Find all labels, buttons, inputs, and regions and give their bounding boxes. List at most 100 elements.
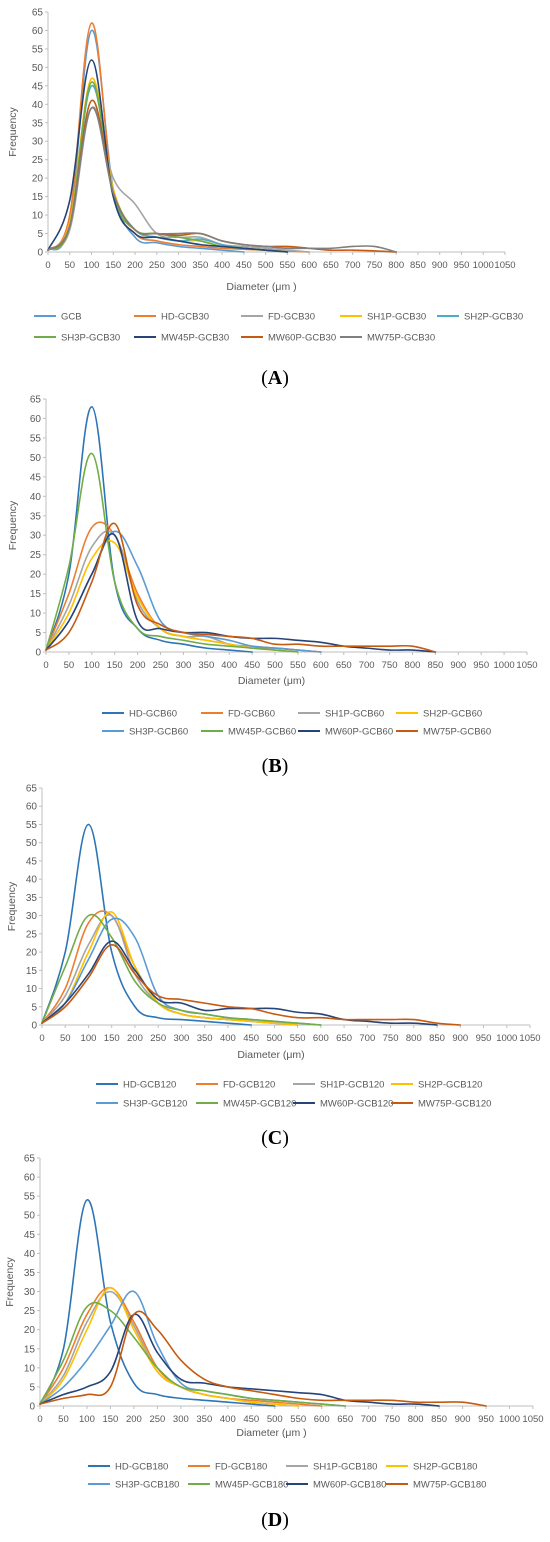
legend-entry: SH2P-GCB30: [437, 312, 523, 323]
x-tick-label: 0: [39, 1033, 44, 1044]
x-tick-label: 400: [220, 1414, 236, 1425]
y-tick-label: 60: [26, 802, 38, 813]
x-tick-label: 50: [64, 660, 75, 671]
x-tick-label: 600: [314, 1414, 330, 1425]
x-tick-label: 600: [313, 1033, 329, 1044]
legend-label: SH1P-GCB120: [320, 1080, 384, 1091]
legend-entry: MW75P-GCB180: [386, 1480, 486, 1491]
series-line: [39, 1313, 440, 1407]
x-tick-label: 900: [432, 260, 448, 271]
legend-entry: SH3P-GCB60: [102, 727, 188, 738]
x-tick-label: 300: [173, 1414, 189, 1425]
x-tick-label: 650: [337, 1414, 353, 1425]
series-line: [47, 59, 289, 253]
legend-entry: MW45P-GCB180: [188, 1480, 288, 1491]
panel-label: (B): [262, 755, 289, 777]
x-tick-label: 700: [345, 260, 361, 271]
series-line: [39, 1199, 276, 1407]
x-tick-label: 850: [427, 660, 443, 671]
legend-entry: SH1P-GCB120: [293, 1080, 384, 1091]
y-tick-label: 15: [32, 192, 44, 203]
x-tick-label: 300: [173, 1033, 189, 1044]
series-line: [45, 533, 437, 653]
legend-label: SH2P-GCB30: [464, 312, 523, 323]
legend-label: SH1P-GCB30: [367, 312, 426, 323]
legend-label: MW75P-GCB30: [367, 333, 435, 344]
legend-label: MW75P-GCB180: [413, 1480, 486, 1491]
legend-label: SH2P-GCB180: [413, 1462, 477, 1473]
y-tick-label: 35: [26, 893, 38, 904]
legend-label: HD-GCB180: [115, 1462, 168, 1473]
series-line: [39, 1310, 487, 1407]
x-tick-label: 100: [84, 260, 100, 271]
y-tick-label: 5: [35, 628, 41, 639]
legend-label: MW75P-GCB120: [418, 1099, 491, 1110]
y-axis-label: Frequency: [7, 500, 19, 550]
x-tick-label: 950: [473, 660, 489, 671]
x-tick-label: 150: [107, 660, 123, 671]
x-tick-label: 850: [410, 260, 426, 271]
y-tick-label: 20: [26, 948, 38, 959]
x-tick-label: 800: [388, 260, 404, 271]
x-tick-label: 750: [383, 1033, 399, 1044]
y-tick-label: 65: [26, 784, 38, 795]
legend-entry: MW60P-GCB60: [298, 727, 393, 738]
x-tick-label: 50: [58, 1414, 69, 1425]
series-line: [41, 940, 438, 1026]
x-tick-label: 850: [429, 1033, 445, 1044]
legend-label: MW45P-GCB120: [223, 1099, 296, 1110]
x-tick-label: 450: [244, 660, 260, 671]
series-line: [47, 106, 310, 253]
legend-entry: MW75P-GCB30: [340, 333, 435, 344]
legend-label: MW75P-GCB60: [423, 727, 491, 738]
y-tick-label: 25: [30, 550, 42, 561]
x-tick-label: 200: [127, 260, 143, 271]
legend-label: MW45P-GCB180: [215, 1480, 288, 1491]
x-tick-label: 800: [406, 1033, 422, 1044]
legend-entry: MW45P-GCB120: [196, 1099, 296, 1110]
x-tick-label: 250: [149, 260, 165, 271]
series-line: [39, 1301, 346, 1407]
x-tick-label: 850: [431, 1414, 447, 1425]
x-tick-label: 300: [171, 260, 187, 271]
legend-label: HD-GCB60: [129, 709, 177, 720]
y-tick-label: 40: [24, 1249, 36, 1260]
series-line: [41, 943, 462, 1026]
x-tick-label: 650: [336, 1033, 352, 1044]
legend-entry: MW45P-GCB60: [201, 727, 296, 738]
legend-entry: SH2P-GCB180: [386, 1462, 477, 1473]
series-line: [41, 913, 322, 1026]
y-tick-label: 15: [24, 1344, 36, 1355]
y-tick-label: 60: [32, 26, 44, 37]
x-tick-label: 1000: [494, 660, 515, 671]
y-tick-label: 50: [26, 838, 38, 849]
x-tick-label: 750: [384, 1414, 400, 1425]
y-tick-label: 45: [26, 856, 38, 867]
legend-entry: HD-GCB60: [102, 709, 177, 720]
x-tick-label: 950: [476, 1033, 492, 1044]
y-tick-label: 0: [31, 1021, 37, 1032]
x-tick-label: 750: [382, 660, 398, 671]
x-tick-label: 550: [290, 1414, 306, 1425]
x-tick-label: 200: [127, 1033, 143, 1044]
x-tick-label: 1050: [522, 1414, 543, 1425]
x-tick-label: 1050: [494, 260, 515, 271]
y-tick-label: 5: [31, 1002, 37, 1013]
y-tick-label: 20: [24, 1325, 36, 1336]
legend-label: HD-GCB120: [123, 1080, 176, 1091]
y-tick-label: 55: [30, 433, 42, 444]
x-tick-label: 50: [60, 1033, 71, 1044]
legend-entry: FD-GCB30: [241, 312, 315, 323]
y-axis-label: Frequency: [6, 881, 18, 931]
x-axis-label: Diameter (μm ): [226, 281, 296, 293]
x-tick-label: 950: [478, 1414, 494, 1425]
x-tick-label: 950: [454, 260, 470, 271]
y-tick-label: 10: [32, 211, 44, 222]
y-tick-label: 10: [30, 609, 42, 620]
x-tick-label: 600: [313, 660, 329, 671]
x-tick-label: 1000: [499, 1414, 520, 1425]
x-tick-label: 650: [323, 260, 339, 271]
